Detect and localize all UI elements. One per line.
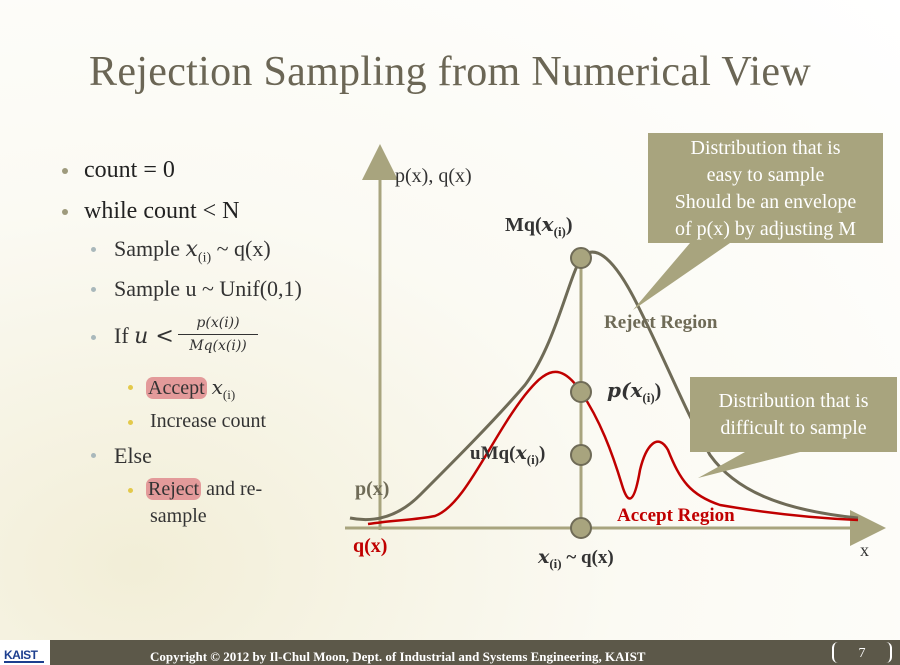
bullet-if: If u < — [114, 323, 174, 349]
mq-peak-prefix: Mq( — [505, 214, 542, 236]
kaist-logo: KAIST — [4, 648, 38, 662]
bullet-sample-u: Sample u ~ Unif(0,1) — [114, 276, 302, 301]
if-u: u < — [134, 324, 174, 349]
p-point-close: ) — [654, 380, 662, 402]
p-curve-label: p(x) — [355, 478, 390, 500]
reject-highlight: Reject — [146, 478, 202, 500]
umq-close: ) — [539, 443, 546, 464]
xi-point — [570, 517, 592, 539]
bullet-dot — [62, 168, 68, 174]
mq-point — [570, 247, 592, 269]
footer-bar: KAIST Copyright © 2012 by Il-Chul Moon, … — [0, 640, 900, 665]
umq-sub: (i) — [526, 451, 540, 467]
p-point — [570, 381, 592, 403]
callout-q-line: easy to sample — [706, 164, 825, 186]
sample-x-prefix: Sample — [114, 236, 180, 261]
rejection-sampling-diagram — [345, 133, 897, 546]
callout-p-line: Distribution that is — [718, 390, 869, 412]
callout-q-line: Distribution that is — [690, 137, 841, 159]
accept-highlight: Accept — [146, 377, 207, 399]
if-prefix: If — [114, 323, 129, 348]
umq-point-label: uMq(x(i)) — [470, 442, 545, 468]
bullet-else: Else — [114, 443, 152, 468]
accept-sub: (i) — [222, 387, 236, 402]
bullet-dot — [128, 488, 133, 493]
p-point-label: p(x(i)) — [607, 378, 661, 406]
bullet-dot — [128, 385, 133, 390]
bullet-reject: Reject and re- — [146, 478, 262, 501]
xi-suffix: ~ q(x) — [561, 547, 614, 568]
copyright-text: Copyright © 2012 by Il-Chul Moon, Dept. … — [150, 649, 646, 664]
x-axis-label: x — [860, 540, 869, 560]
sample-x-var: x — [185, 237, 198, 262]
y-axis-label: p(x), q(x) — [395, 165, 472, 187]
callout-p-text: Distribution that is difficult to sample — [690, 388, 897, 442]
fraction-bar — [178, 334, 258, 335]
bullet-dot — [91, 335, 96, 340]
bullet-dot — [91, 287, 96, 292]
bullet-increase: Increase count — [150, 410, 267, 432]
umq-point — [570, 444, 592, 466]
mq-peak-sub: (i) — [553, 224, 566, 239]
callout-q-box — [633, 133, 883, 310]
bullet-dot — [91, 247, 96, 252]
sample-x-suffix: ~ q(x) — [211, 236, 271, 261]
p-point-var: x — [630, 378, 643, 402]
bullet-resample: sample — [150, 505, 207, 527]
bullet-accept: Accept x(i) — [146, 375, 235, 403]
xi-var: x — [538, 546, 550, 568]
p-point-prefix: p( — [607, 378, 631, 402]
fraction-denominator: Mq(x(i)) — [189, 338, 247, 354]
callout-q-line: of p(x) by adjusting M — [674, 218, 857, 240]
q-curve-label: q(x) — [353, 535, 388, 557]
kaist-logo-box: KAIST — [0, 640, 50, 665]
p-curve — [367, 370, 859, 526]
p-point-sub: (i) — [642, 390, 655, 405]
page-number: 7 — [858, 646, 866, 661]
bullet-dot — [62, 209, 68, 215]
callout-p-box — [690, 377, 897, 478]
bullet-while: while count < N — [84, 198, 240, 224]
reject-region-label: Reject Region — [604, 312, 718, 333]
callout-q-line: Should be an envelope — [674, 191, 857, 213]
bullet-dot — [128, 420, 133, 425]
mq-peak-close: ) — [565, 214, 573, 236]
bullet-sample-x: Sample x(i) ~ q(x) — [114, 236, 271, 266]
callout-q-text: Distribution that is easy to sample Shou… — [648, 135, 883, 243]
accept-var: x — [211, 375, 223, 399]
reject-rest: and re- — [201, 478, 263, 500]
xi-sub: (i) — [549, 555, 562, 571]
umq-var: x — [515, 442, 527, 464]
sample-x-sub: (i) — [197, 250, 212, 266]
callout-p-line: difficult to sample — [720, 417, 867, 439]
mq-peak-var: x — [541, 212, 554, 236]
bullet-dot — [91, 453, 96, 458]
fraction-numerator: p(x(i)) — [196, 315, 240, 331]
bullet-count-init: count = 0 — [84, 157, 175, 183]
page-number-box: 7 — [832, 642, 892, 663]
xi-label: x(i) ~ q(x) — [538, 546, 614, 572]
accept-region-label: Accept Region — [617, 505, 735, 526]
slide-title: Rejection Sampling from Numerical View — [89, 49, 811, 95]
umq-prefix: uMq( — [470, 443, 516, 464]
kaist-logo-underline — [4, 661, 44, 663]
mq-peak-label: Mq(x(i)) — [505, 212, 573, 240]
